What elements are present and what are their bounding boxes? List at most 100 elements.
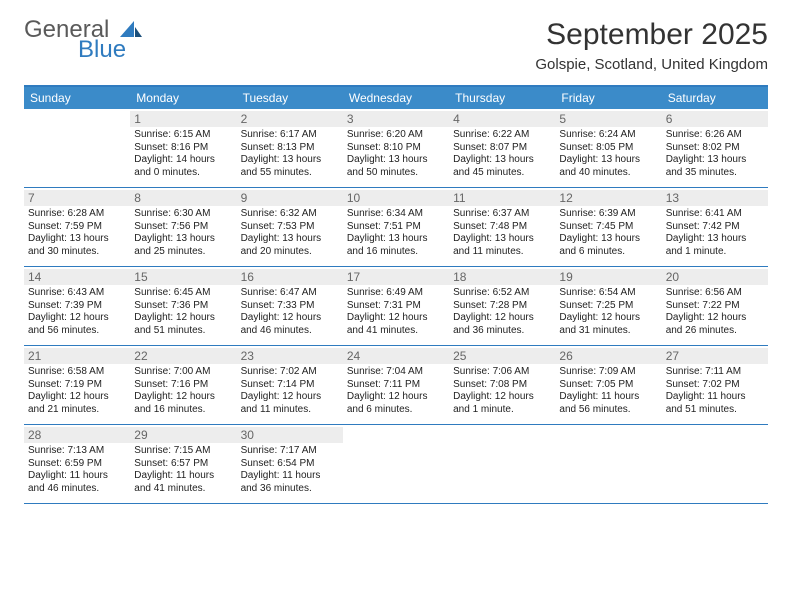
day-info: Sunrise: 6:52 AMSunset: 7:28 PMDaylight:… xyxy=(453,287,551,337)
day-info: Sunrise: 6:32 AMSunset: 7:53 PMDaylight:… xyxy=(241,208,339,258)
day-number: 18 xyxy=(449,269,555,285)
day-number: 13 xyxy=(662,190,768,206)
day-number: 25 xyxy=(449,348,555,364)
daylight-text: Daylight: 12 hours and 41 minutes. xyxy=(347,312,445,337)
daylight-text: Daylight: 12 hours and 51 minutes. xyxy=(134,312,232,337)
day-info: Sunrise: 6:26 AMSunset: 8:02 PMDaylight:… xyxy=(666,129,764,179)
sunrise-text: Sunrise: 7:09 AM xyxy=(559,366,657,379)
sunset-text: Sunset: 7:39 PM xyxy=(28,300,126,313)
day-cell: 30Sunrise: 7:17 AMSunset: 6:54 PMDayligh… xyxy=(237,425,343,503)
day-cell: 29Sunrise: 7:15 AMSunset: 6:57 PMDayligh… xyxy=(130,425,236,503)
week-row: 28Sunrise: 7:13 AMSunset: 6:59 PMDayligh… xyxy=(24,425,768,504)
sunset-text: Sunset: 7:22 PM xyxy=(666,300,764,313)
day-info: Sunrise: 6:24 AMSunset: 8:05 PMDaylight:… xyxy=(559,129,657,179)
dow-mon: Monday xyxy=(130,87,236,109)
day-number: 1 xyxy=(130,111,236,127)
day-info: Sunrise: 6:49 AMSunset: 7:31 PMDaylight:… xyxy=(347,287,445,337)
day-number: 8 xyxy=(130,190,236,206)
daylight-text: Daylight: 13 hours and 11 minutes. xyxy=(453,233,551,258)
dow-tue: Tuesday xyxy=(237,87,343,109)
sunrise-text: Sunrise: 7:11 AM xyxy=(666,366,764,379)
daylight-text: Daylight: 13 hours and 30 minutes. xyxy=(28,233,126,258)
day-number: 2 xyxy=(237,111,343,127)
sunrise-text: Sunrise: 6:45 AM xyxy=(134,287,232,300)
day-info: Sunrise: 6:37 AMSunset: 7:48 PMDaylight:… xyxy=(453,208,551,258)
daylight-text: Daylight: 14 hours and 0 minutes. xyxy=(134,154,232,179)
dow-wed: Wednesday xyxy=(343,87,449,109)
sunset-text: Sunset: 7:33 PM xyxy=(241,300,339,313)
daylight-text: Daylight: 12 hours and 26 minutes. xyxy=(666,312,764,337)
day-info: Sunrise: 6:22 AMSunset: 8:07 PMDaylight:… xyxy=(453,129,551,179)
day-number: 3 xyxy=(343,111,449,127)
sunrise-text: Sunrise: 6:41 AM xyxy=(666,208,764,221)
sunset-text: Sunset: 8:05 PM xyxy=(559,142,657,155)
day-cell: 28Sunrise: 7:13 AMSunset: 6:59 PMDayligh… xyxy=(24,425,130,503)
sunrise-text: Sunrise: 6:39 AM xyxy=(559,208,657,221)
sunset-text: Sunset: 7:28 PM xyxy=(453,300,551,313)
daylight-text: Daylight: 12 hours and 1 minute. xyxy=(453,391,551,416)
day-cell: 3Sunrise: 6:20 AMSunset: 8:10 PMDaylight… xyxy=(343,109,449,187)
day-number: 22 xyxy=(130,348,236,364)
day-cell: 9 Sunrise: 6:32 AMSunset: 7:53 PMDaylight… xyxy=(237,188,343,266)
sunrise-text: Sunrise: 6:24 AM xyxy=(559,129,657,142)
daylight-text: Daylight: 11 hours and 56 minutes. xyxy=(559,391,657,416)
day-cell: 14Sunrise: 6:43 AMSunset: 7:39 PMDayligh… xyxy=(24,267,130,345)
sunset-text: Sunset: 7:16 PM xyxy=(134,379,232,392)
day-number: 20 xyxy=(662,269,768,285)
dow-sat: Saturday xyxy=(662,87,768,109)
day-info: Sunrise: 6:47 AMSunset: 7:33 PMDaylight:… xyxy=(241,287,339,337)
day-number: 5 xyxy=(555,111,661,127)
day-cell: 5 Sunrise: 6:24 AMSunset: 8:05 PMDaylight… xyxy=(555,109,661,187)
sunrise-text: Sunrise: 6:32 AM xyxy=(241,208,339,221)
dow-thu: Thursday xyxy=(449,87,555,109)
sunrise-text: Sunrise: 6:52 AM xyxy=(453,287,551,300)
daylight-text: Daylight: 13 hours and 25 minutes. xyxy=(134,233,232,258)
daylight-text: Daylight: 13 hours and 50 minutes. xyxy=(347,154,445,179)
sunset-text: Sunset: 7:25 PM xyxy=(559,300,657,313)
day-number: 23 xyxy=(237,348,343,364)
day-number: 15 xyxy=(130,269,236,285)
daylight-text: Daylight: 12 hours and 11 minutes. xyxy=(241,391,339,416)
day-number: 7 xyxy=(24,190,130,206)
daylight-text: Daylight: 12 hours and 46 minutes. xyxy=(241,312,339,337)
weeks-container: .1Sunrise: 6:15 AMSunset: 8:16 PMDayligh… xyxy=(24,109,768,504)
sunset-text: Sunset: 7:02 PM xyxy=(666,379,764,392)
sunset-text: Sunset: 8:02 PM xyxy=(666,142,764,155)
day-cell: 26Sunrise: 7:09 AMSunset: 7:05 PMDayligh… xyxy=(555,346,661,424)
week-row: 21Sunrise: 6:58 AMSunset: 7:19 PMDayligh… xyxy=(24,346,768,425)
sunrise-text: Sunrise: 7:04 AM xyxy=(347,366,445,379)
day-number: 9 xyxy=(237,190,343,206)
dow-fri: Friday xyxy=(555,87,661,109)
sunrise-text: Sunrise: 6:58 AM xyxy=(28,366,126,379)
sunrise-text: Sunrise: 6:56 AM xyxy=(666,287,764,300)
day-cell: 24Sunrise: 7:04 AMSunset: 7:11 PMDayligh… xyxy=(343,346,449,424)
sunrise-text: Sunrise: 6:26 AM xyxy=(666,129,764,142)
sunset-text: Sunset: 8:07 PM xyxy=(453,142,551,155)
calendar-grid: Sunday Monday Tuesday Wednesday Thursday… xyxy=(24,85,768,504)
day-number: 24 xyxy=(343,348,449,364)
daylight-text: Daylight: 13 hours and 6 minutes. xyxy=(559,233,657,258)
day-info: Sunrise: 6:56 AMSunset: 7:22 PMDaylight:… xyxy=(666,287,764,337)
day-info: Sunrise: 7:00 AMSunset: 7:16 PMDaylight:… xyxy=(134,366,232,416)
sunset-text: Sunset: 7:53 PM xyxy=(241,221,339,234)
day-cell: 1 Sunrise: 6:15 AMSunset: 8:16 PMDaylight… xyxy=(130,109,236,187)
day-info: Sunrise: 6:34 AMSunset: 7:51 PMDaylight:… xyxy=(347,208,445,258)
day-cell: . xyxy=(24,109,130,187)
logo-text: General Blue xyxy=(24,18,142,62)
day-cell: 21Sunrise: 6:58 AMSunset: 7:19 PMDayligh… xyxy=(24,346,130,424)
day-info: Sunrise: 6:15 AMSunset: 8:16 PMDaylight:… xyxy=(134,129,232,179)
day-number: 21 xyxy=(24,348,130,364)
sunrise-text: Sunrise: 6:15 AM xyxy=(134,129,232,142)
day-info: Sunrise: 7:15 AMSunset: 6:57 PMDaylight:… xyxy=(134,445,232,495)
daylight-text: Daylight: 13 hours and 16 minutes. xyxy=(347,233,445,258)
sunrise-text: Sunrise: 7:02 AM xyxy=(241,366,339,379)
day-cell: 12Sunrise: 6:39 AMSunset: 7:45 PMDayligh… xyxy=(555,188,661,266)
day-info: Sunrise: 7:11 AMSunset: 7:02 PMDaylight:… xyxy=(666,366,764,416)
sunrise-text: Sunrise: 7:15 AM xyxy=(134,445,232,458)
sunrise-text: Sunrise: 6:49 AM xyxy=(347,287,445,300)
daylight-text: Daylight: 11 hours and 51 minutes. xyxy=(666,391,764,416)
logo: General Blue xyxy=(24,18,142,62)
day-info: Sunrise: 6:17 AMSunset: 8:13 PMDaylight:… xyxy=(241,129,339,179)
day-cell: . xyxy=(343,425,449,503)
calendar-page: General Blue September 2025 Golspie, Sco… xyxy=(0,0,792,522)
